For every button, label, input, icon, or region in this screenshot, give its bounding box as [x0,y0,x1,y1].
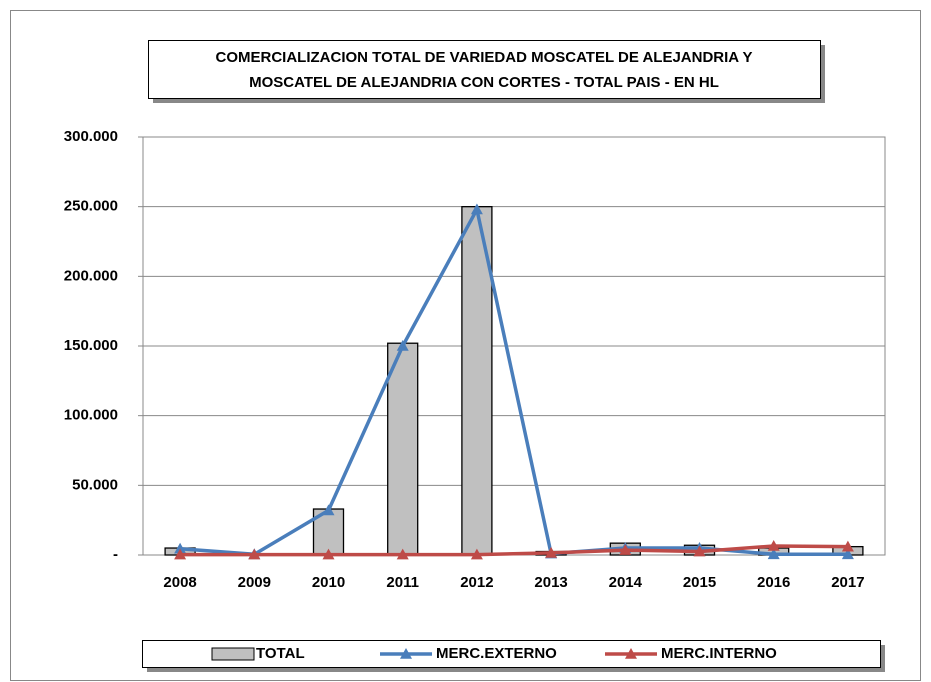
x-tick-label: 2010 [312,574,345,591]
marker [322,504,335,516]
legend-label: MERC.INTERNO [661,645,777,662]
title-box [148,40,821,99]
line [179,204,848,557]
marker [841,540,854,552]
bar [461,206,493,556]
bar [387,342,419,556]
marker [174,548,187,560]
legend-label: TOTAL [256,645,305,662]
x-tick-label: 2008 [163,574,196,591]
marker [470,548,483,560]
legend-swatch [211,647,255,661]
y-tick-label: 50.000 [72,476,118,493]
marker [322,548,335,560]
marker [767,548,780,560]
line [180,544,848,557]
x-tick-label: 2013 [534,574,567,591]
x-tick-label: 2009 [238,574,271,591]
x-tick-label: 2011 [386,574,419,591]
x-tick-label: 2015 [683,574,716,591]
legend-marker [625,648,637,659]
y-tick-label: 100.000 [64,407,118,424]
legend-label: MERC.EXTERNO [436,645,557,662]
marker [841,548,854,560]
x-tick-label: 2012 [460,574,493,591]
marker [470,203,483,215]
x-tick-label: 2017 [831,574,864,591]
y-tick-label: 300.000 [64,128,118,145]
marker [545,546,558,558]
marker [396,340,409,351]
marker [767,539,780,551]
legend-box [142,640,881,668]
marker [174,542,187,554]
marker [396,548,409,560]
y-tick-label: 200.000 [64,267,118,284]
x-tick-label: 2014 [609,574,643,591]
marker [619,544,632,555]
y-tick-label: 250.000 [64,198,118,215]
y-tick-label: - [113,546,118,563]
chart-title: COMERCIALIZACION TOTAL DE VARIEDAD MOSCA… [216,49,753,66]
marker [248,548,261,560]
x-tick-label: 2016 [757,574,790,591]
y-tick-label: 150.000 [64,337,118,354]
legend-marker [400,648,412,659]
marker [693,545,706,557]
chart-title: MOSCATEL DE ALEJANDRIA CON CORTES - TOTA… [249,74,719,91]
